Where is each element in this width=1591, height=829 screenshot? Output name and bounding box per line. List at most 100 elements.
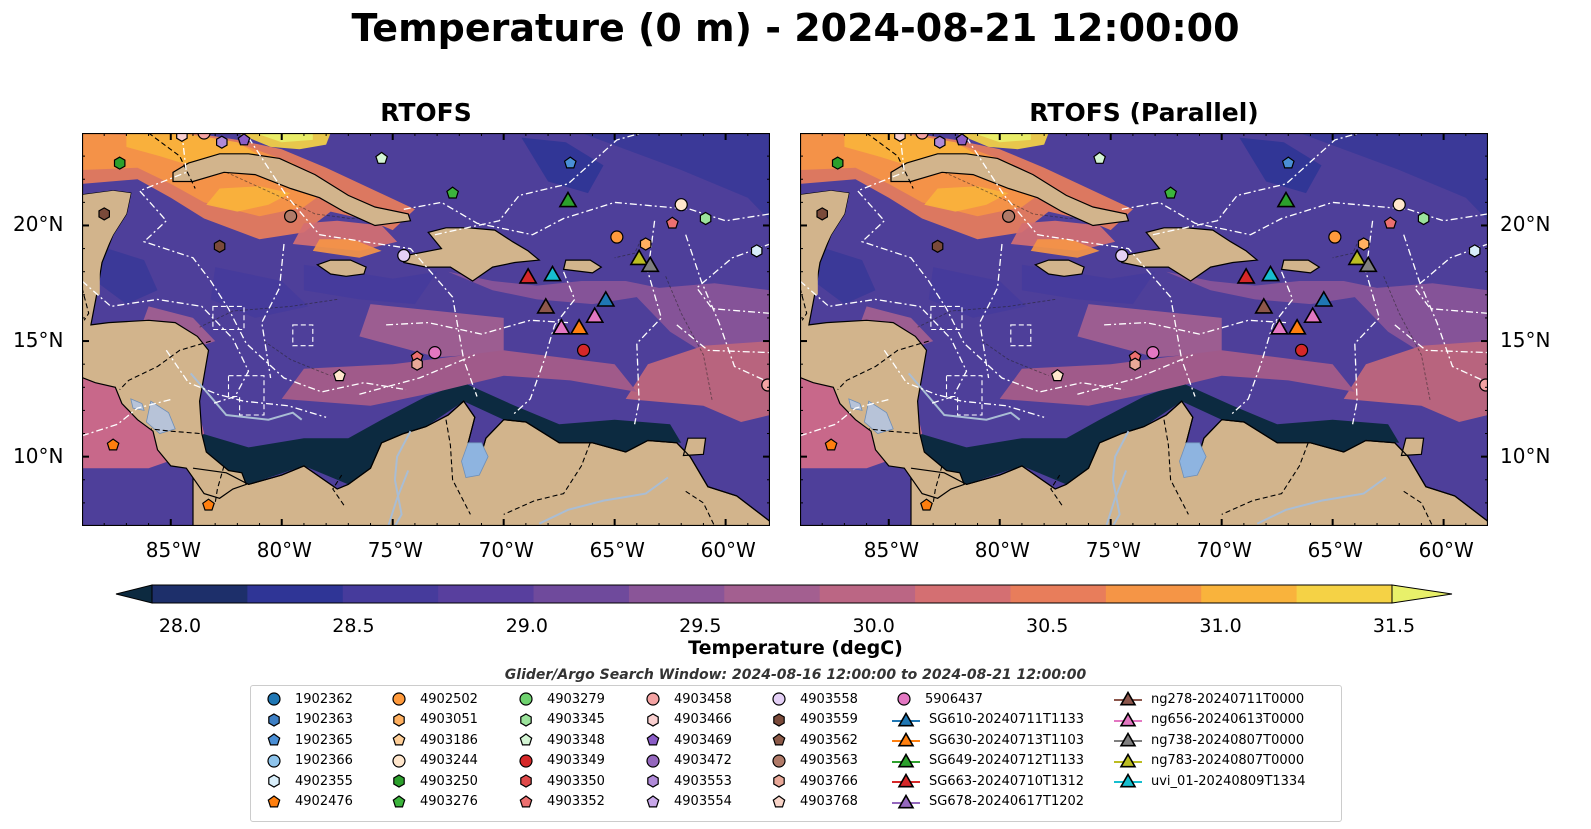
legend-label: 1902362 [295, 691, 353, 707]
legend-hexagon-marker [773, 712, 785, 727]
legend-marker-icon [520, 712, 532, 727]
sst-cool-patch [93, 244, 158, 305]
legend-label: 4903276 [420, 794, 478, 809]
legend-item: 4903352 [513, 792, 605, 812]
legend-item: 4903186 [386, 730, 478, 750]
eez-boundary [403, 201, 770, 236]
land-puertorico [562, 259, 603, 274]
legend-pentagon-marker [392, 794, 406, 807]
country-border [1050, 474, 1063, 506]
legend-triangle-marker [897, 731, 915, 747]
legend-label: 5906437 [925, 691, 983, 707]
colorbar-segment [915, 585, 1011, 603]
legend-marker-icon [268, 712, 280, 727]
map-frame [800, 133, 1488, 526]
eez-boundary [1152, 133, 1360, 236]
sst-warm-patch [1166, 271, 1488, 402]
legend-marker-icon [1114, 731, 1142, 747]
search-window-caption: Glider/Argo Search Window: 2024-08-16 12… [504, 667, 1087, 683]
observation-pentagon-marker [920, 498, 933, 511]
legend-item: 1902366 [261, 751, 353, 771]
lon-tick-label: 85°W [145, 538, 201, 562]
legend-label: 4903345 [547, 712, 605, 727]
observation-hexagon-marker [931, 239, 944, 253]
legend-hexagon-marker [647, 712, 659, 727]
legend-label: 4903350 [547, 773, 605, 789]
legend-marker-icon [646, 794, 660, 807]
legend-hexagon-marker [393, 774, 405, 788]
land-trinidad [682, 437, 707, 457]
panel-title-left: RTOFS [380, 98, 472, 127]
observation-triangle-marker [1358, 255, 1378, 273]
legend-item: 1902365 [261, 730, 353, 750]
isobath-line [614, 239, 642, 259]
eez-box [212, 305, 245, 331]
sst-shelf-band [911, 382, 1400, 485]
land-hispaniola [1121, 227, 1259, 282]
observation-pentagon-marker [446, 186, 460, 199]
legend-item: 4903768 [766, 792, 858, 812]
observation-hexagon-marker [639, 237, 652, 251]
eez-boundary [434, 133, 642, 236]
legend-marker-icon [1114, 752, 1142, 767]
legend-pentagon-marker [267, 794, 281, 807]
coastline [910, 400, 1488, 522]
colorbar-label: Temperature (degC) [688, 637, 903, 659]
legend-item: SG610-20240711T1133 [891, 710, 1084, 730]
legend-circle-marker [646, 692, 660, 706]
eez-boundary [883, 349, 1045, 418]
sst-warm-patch [448, 271, 770, 402]
eez-box [227, 375, 265, 416]
observation-hexagon-marker [213, 239, 226, 253]
legend-marker-icon [892, 752, 920, 767]
legend-marker-icon [267, 794, 281, 807]
legend-item: 4903458 [640, 689, 732, 709]
observation-circle-marker [1115, 248, 1129, 263]
lon-tick-label: 75°W [367, 538, 423, 562]
observation-hexagon-marker [176, 133, 188, 142]
legend-marker-icon [268, 774, 280, 788]
sst-shelf-band [281, 350, 637, 406]
colorbar-tick-label: 28.5 [332, 615, 375, 637]
legend-label: SG610-20240711T1133 [929, 712, 1085, 727]
river-line [1111, 430, 1130, 526]
legend-label: 4903244 [420, 753, 478, 768]
sst-warm-patch [206, 186, 291, 212]
legend-marker-icon [392, 794, 406, 807]
lon-tick-label: 65°W [589, 538, 645, 562]
observation-circle-marker [1328, 230, 1342, 244]
legend-label: 4903563 [800, 753, 858, 768]
legend-item: 4903562 [766, 730, 858, 750]
lon-tick-label: 60°W [700, 538, 756, 562]
legend-label: SG630-20240713T1103 [929, 732, 1085, 748]
country-border [445, 419, 471, 515]
legend-label: 4903279 [547, 691, 605, 707]
colorbar-tick-label: 28.0 [158, 615, 202, 637]
legend-hexagon-marker [268, 774, 280, 788]
legend-marker-icon [772, 753, 786, 768]
sst-cool-patch [521, 137, 604, 194]
isobath-line [199, 298, 338, 328]
legend-circle-marker [772, 753, 786, 768]
sst-warm-patch [973, 133, 1031, 143]
legend-label: 4903051 [420, 712, 478, 727]
legend-label: 4902502 [420, 691, 478, 707]
river-line [1256, 476, 1387, 525]
observation-triangle-marker [585, 306, 605, 323]
legend-label: 4902355 [295, 773, 353, 789]
eez-boundary [1351, 220, 1381, 425]
legend-circle-marker [519, 692, 533, 706]
observation-triangle-marker [1287, 318, 1307, 335]
observation-pentagon-marker [106, 438, 120, 451]
legend-item: 4903558 [766, 689, 858, 709]
legend-item: 1902363 [261, 710, 353, 730]
lon-tick-label: 60°W [1418, 538, 1474, 562]
observation-circle-marker [1002, 209, 1016, 223]
legend-label: 4903472 [674, 753, 732, 768]
legend-marker-icon [392, 733, 406, 746]
observation-hexagon-marker [1468, 244, 1481, 258]
legend-label: ng783-20240807T0000 [1151, 753, 1305, 768]
legend-marker-icon [267, 753, 281, 768]
eez-boundary [1104, 319, 1287, 335]
legend-marker-icon [267, 692, 281, 706]
